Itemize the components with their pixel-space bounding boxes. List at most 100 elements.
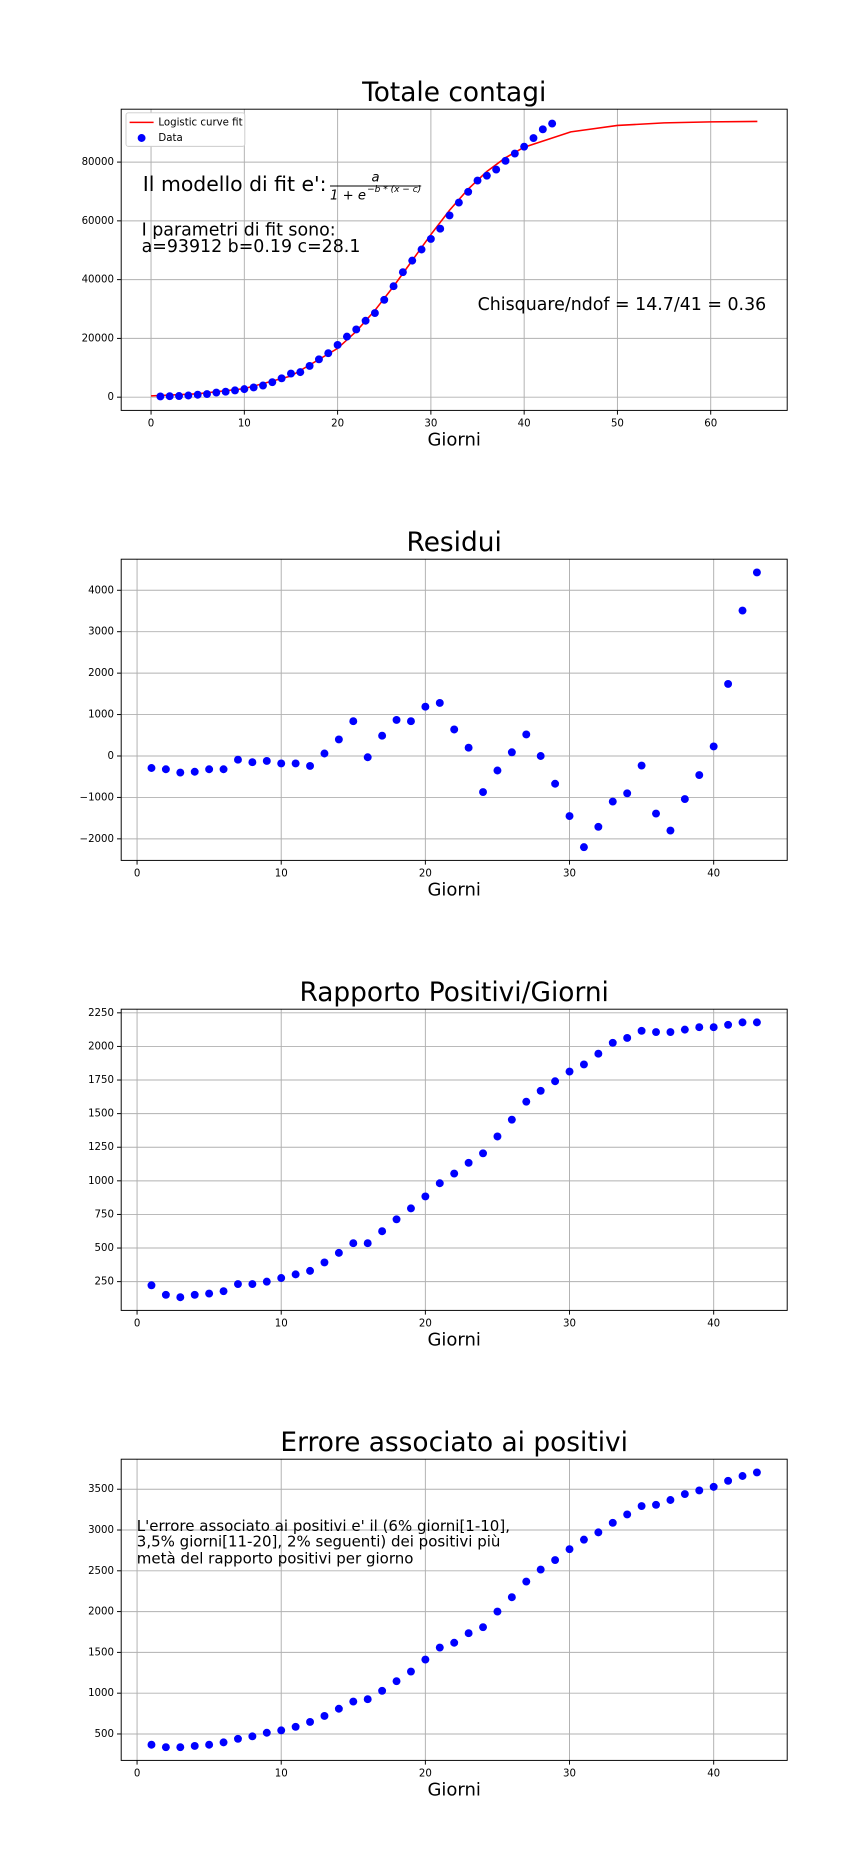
- formula-numerator: a: [372, 171, 380, 186]
- x-tick-label: 40: [707, 1319, 720, 1330]
- data-point: [579, 1535, 588, 1544]
- data-point: [695, 1486, 704, 1495]
- data-point: [594, 1528, 603, 1537]
- chart-title: Errore associato ai positivi: [280, 1427, 628, 1458]
- data-point: [435, 1643, 444, 1652]
- x-tick-label: 30: [424, 419, 437, 430]
- data-point: [219, 1738, 228, 1747]
- data-point: [450, 1638, 459, 1647]
- data-point: [324, 349, 333, 358]
- y-tick-label: 1500: [88, 1109, 114, 1120]
- data-point: [450, 725, 459, 734]
- data-point: [205, 1289, 214, 1298]
- y-tick-label: 1000: [88, 710, 114, 721]
- annotation: metà del rapporto positivi per giorno: [137, 1549, 414, 1567]
- data-point: [450, 1169, 459, 1178]
- data-point: [579, 1060, 588, 1069]
- x-axis-label: Giorni: [427, 879, 480, 900]
- x-axis-label: Giorni: [427, 429, 480, 450]
- x-tick-label: 60: [704, 419, 717, 430]
- y-tick-label: 2000: [88, 668, 114, 679]
- data-point: [262, 757, 271, 765]
- data-point: [492, 165, 501, 174]
- data-point: [175, 392, 183, 400]
- data-point: [738, 1472, 747, 1480]
- data-point: [320, 1258, 329, 1267]
- annotation: L'errore associato ai positivi e' il (6%…: [137, 1517, 510, 1535]
- data-point: [190, 1742, 199, 1750]
- data-point: [406, 717, 415, 726]
- x-tick-label: 10: [275, 1319, 288, 1330]
- plot-frame: [120, 558, 788, 861]
- data-point: [193, 390, 202, 399]
- data-point: [507, 1115, 516, 1124]
- data-point: [176, 1743, 185, 1752]
- data-point: [623, 1510, 632, 1519]
- y-tick-label: 3000: [88, 627, 114, 638]
- data-point: [436, 224, 445, 233]
- data-point: [378, 1227, 387, 1236]
- data-point: [724, 1476, 733, 1485]
- y-tick-label: 3500: [88, 1484, 114, 1495]
- data-point: [464, 1158, 473, 1167]
- annotation: I parametri di fit sono:: [142, 220, 336, 240]
- data-point: [435, 1179, 444, 1188]
- data-point: [652, 809, 660, 818]
- data-point: [205, 765, 214, 774]
- data-point: [680, 1490, 689, 1498]
- y-tick-label: 1000: [88, 1688, 114, 1699]
- data-point: [334, 1704, 343, 1713]
- data-point: [378, 1686, 387, 1695]
- y-tick-label: 1250: [88, 1142, 114, 1153]
- data-point: [259, 381, 267, 390]
- data-point: [709, 1482, 718, 1491]
- data-point: [522, 730, 531, 739]
- data-point: [507, 1593, 516, 1602]
- data-point: [652, 1500, 660, 1509]
- chart-title: Totale contagi: [361, 77, 546, 108]
- x-tick-label: 20: [419, 869, 432, 880]
- data-point: [522, 1097, 531, 1106]
- annotation: Il modello di fit e':: [143, 172, 327, 196]
- data-point: [296, 368, 305, 377]
- data-point: [234, 1734, 242, 1743]
- x-axis-label: Giorni: [427, 1779, 480, 1800]
- data-point: [291, 1722, 300, 1731]
- data-point: [536, 1565, 545, 1574]
- data-point: [370, 309, 379, 317]
- data-point: [361, 316, 370, 325]
- data-point: [529, 134, 538, 143]
- data-point: [262, 1277, 271, 1286]
- y-tick-label: 3000: [88, 1525, 114, 1536]
- x-tick-label: 0: [148, 419, 154, 430]
- plot-frame: [120, 1458, 788, 1761]
- data-point: [161, 765, 170, 774]
- data-point: [249, 383, 258, 392]
- data-point: [291, 759, 300, 768]
- data-point: [666, 1028, 675, 1037]
- data-point: [147, 764, 156, 772]
- y-tick-label: 1500: [88, 1647, 114, 1658]
- x-tick-label: 10: [238, 419, 251, 430]
- x-tick-label: 10: [275, 1769, 288, 1780]
- data-point: [176, 1293, 185, 1302]
- y-tick-label: 60000: [82, 216, 114, 227]
- data-point: [161, 1743, 170, 1752]
- data-point: [445, 211, 454, 220]
- data-point: [695, 1023, 704, 1032]
- y-tick-label: 4000: [88, 585, 114, 596]
- data-point: [262, 1728, 271, 1737]
- y-tick-label: 250: [95, 1277, 114, 1288]
- data-point: [623, 1034, 632, 1042]
- data-point: [147, 1281, 156, 1290]
- annotation: Chisquare/ndof = 14.7/41 = 0.36: [478, 295, 767, 315]
- data-point: [234, 1280, 242, 1289]
- plot-frame: [120, 108, 788, 411]
- data-point: [652, 1028, 660, 1037]
- data-point: [536, 1086, 545, 1095]
- data-point: [212, 388, 221, 397]
- data-point: [738, 606, 747, 615]
- data-point: [426, 234, 435, 243]
